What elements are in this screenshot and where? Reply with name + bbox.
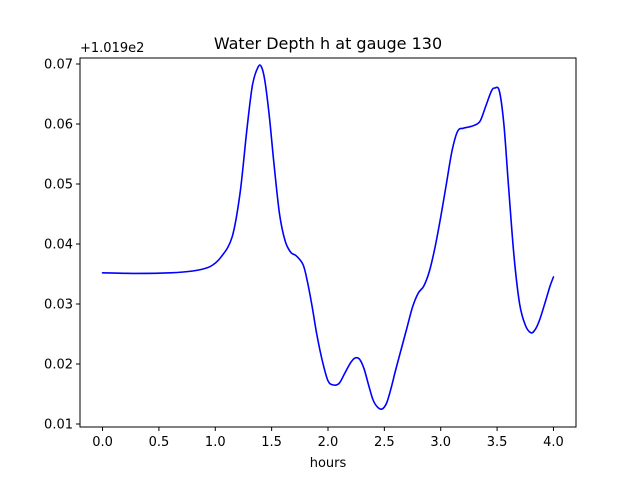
- y-tick-label: 0.06: [44, 118, 73, 133]
- y-tick-label: 0.05: [44, 178, 73, 193]
- x-tick-label: 0.0: [92, 435, 113, 450]
- x-axis-label: hours: [310, 456, 347, 471]
- y-axis-ticks: 0.01 0.02 0.03 0.04 0.05 0.06 0.07: [44, 58, 80, 433]
- y-tick-label: 0.02: [44, 358, 73, 373]
- x-tick-label: 3.5: [487, 435, 508, 450]
- y-tick-label: 0.04: [44, 238, 73, 253]
- y-tick-label: 0.07: [44, 58, 73, 73]
- x-axis-ticks: 0.0 0.5 1.0 1.5 2.0 2.5 3.0 3.5 4.0: [92, 427, 564, 450]
- chart-title: Water Depth h at gauge 130: [214, 34, 442, 53]
- x-tick-label: 1.0: [205, 435, 226, 450]
- x-tick-label: 3.0: [430, 435, 451, 450]
- plot-area: [80, 58, 576, 427]
- x-tick-label: 1.5: [261, 435, 282, 450]
- x-tick-label: 2.0: [318, 435, 339, 450]
- series-group: [101, 64, 555, 411]
- series-line: [101, 64, 555, 411]
- plot-frame: [79, 57, 577, 428]
- x-tick-label: 0.5: [149, 435, 170, 450]
- y-tick-label: 0.03: [44, 298, 73, 313]
- x-tick-label: 2.5: [374, 435, 395, 450]
- y-offset-label: +1.019e2: [80, 41, 144, 56]
- x-tick-label: 4.0: [543, 435, 564, 450]
- y-tick-label: 0.01: [44, 418, 73, 433]
